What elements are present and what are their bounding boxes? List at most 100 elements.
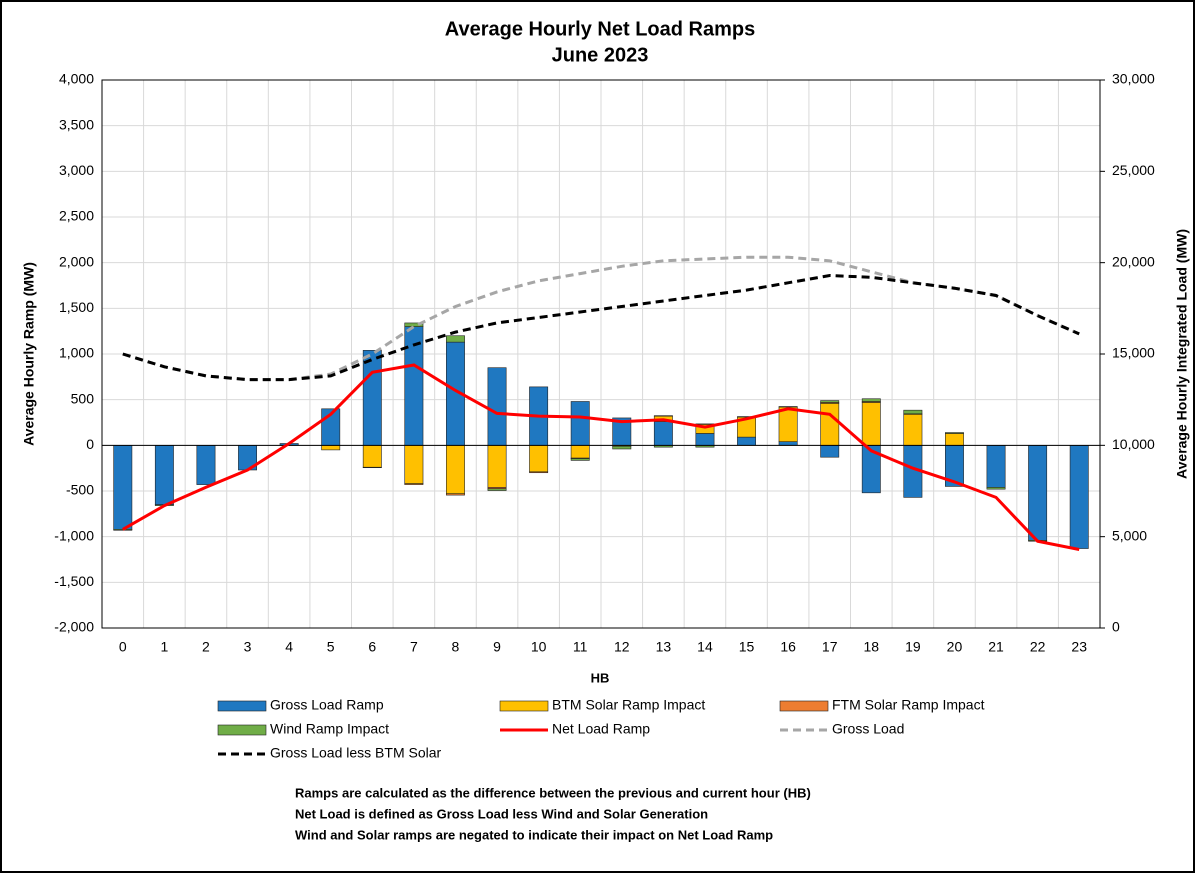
x-tick-label: 16 bbox=[780, 639, 796, 655]
x-tick-label: 18 bbox=[864, 639, 880, 655]
x-tick-label: 1 bbox=[160, 639, 168, 655]
bar bbox=[1069, 445, 1089, 549]
x-tick-label: 22 bbox=[1030, 639, 1046, 655]
bar bbox=[820, 445, 840, 458]
legend-label: Gross Load bbox=[832, 721, 904, 737]
bar bbox=[986, 445, 1006, 488]
bar bbox=[362, 350, 382, 446]
legend-swatch bbox=[217, 700, 267, 712]
bar bbox=[945, 432, 964, 434]
x-tick-label: 0 bbox=[119, 639, 127, 655]
bar bbox=[612, 445, 632, 450]
y-tick-label: 2,500 bbox=[59, 208, 94, 224]
y-tick-label: 2,000 bbox=[59, 253, 94, 269]
bar bbox=[861, 398, 881, 402]
y2-tick-label: 10,000 bbox=[1112, 436, 1155, 452]
x-axis-label: HB bbox=[591, 670, 610, 685]
y-tick-label: -1,000 bbox=[54, 527, 94, 543]
y-tick-label: 4,000 bbox=[59, 71, 94, 87]
x-tick-label: 9 bbox=[493, 639, 501, 655]
bar bbox=[1028, 445, 1048, 541]
x-tick-label: 12 bbox=[614, 639, 630, 655]
x-tick-label: 19 bbox=[905, 639, 921, 655]
bar bbox=[321, 445, 341, 451]
bar bbox=[820, 403, 840, 446]
bar bbox=[945, 433, 964, 446]
y2-axis-label: Average Hourly Integrated Load (MW) bbox=[1174, 229, 1190, 479]
line-series bbox=[122, 273, 1080, 382]
y-tick-label: -500 bbox=[66, 482, 94, 498]
y-tick-label: 3,500 bbox=[59, 116, 94, 132]
x-tick-label: 8 bbox=[452, 639, 460, 655]
legend-label: Wind Ramp Impact bbox=[270, 721, 389, 737]
bar bbox=[446, 335, 465, 343]
x-tick-label: 5 bbox=[327, 639, 335, 655]
bar bbox=[737, 436, 756, 446]
bar bbox=[903, 409, 923, 415]
chart-subtitle: June 2023 bbox=[552, 44, 649, 66]
bar bbox=[113, 529, 133, 531]
y2-tick-label: 20,000 bbox=[1112, 253, 1155, 269]
x-tick-label: 23 bbox=[1071, 639, 1087, 655]
legend-label: BTM Solar Ramp Impact bbox=[552, 697, 705, 713]
bar bbox=[404, 483, 424, 485]
y-tick-label: 500 bbox=[71, 390, 95, 406]
legend-swatch bbox=[499, 700, 549, 712]
x-tick-label: 10 bbox=[531, 639, 547, 655]
legend-label: Gross Load Ramp bbox=[270, 697, 384, 713]
bar bbox=[404, 445, 424, 484]
legend-swatch bbox=[779, 700, 829, 712]
legend-label: Gross Load less BTM Solar bbox=[270, 745, 442, 761]
x-tick-label: 3 bbox=[244, 639, 252, 655]
y-tick-label: -2,000 bbox=[54, 619, 94, 635]
bar bbox=[446, 445, 465, 495]
x-tick-label: 4 bbox=[285, 639, 293, 655]
note: Ramps are calculated as the difference b… bbox=[295, 785, 811, 800]
x-tick-label: 2 bbox=[202, 639, 210, 655]
bar bbox=[113, 445, 133, 530]
x-tick-label: 13 bbox=[656, 639, 672, 655]
bar bbox=[653, 421, 673, 446]
bar bbox=[529, 471, 549, 474]
bar bbox=[196, 445, 216, 485]
y-tick-label: -1,500 bbox=[54, 573, 94, 589]
bar bbox=[695, 433, 715, 446]
y2-tick-label: 25,000 bbox=[1112, 162, 1155, 178]
plot-frame bbox=[101, 79, 1101, 629]
y2-tick-label: 5,000 bbox=[1112, 527, 1147, 543]
y-tick-label: 1,500 bbox=[59, 299, 94, 315]
bar bbox=[820, 400, 840, 403]
legend-label: Net Load Ramp bbox=[552, 721, 650, 737]
bar bbox=[362, 445, 382, 468]
line-series bbox=[122, 363, 1080, 551]
bar bbox=[404, 322, 424, 327]
note: Net Load is defined as Gross Load less W… bbox=[295, 806, 708, 821]
bar bbox=[487, 367, 507, 446]
x-tick-label: 17 bbox=[822, 639, 838, 655]
bar bbox=[570, 458, 590, 461]
bar bbox=[861, 402, 881, 446]
y-tick-label: 1,000 bbox=[59, 345, 94, 361]
bar bbox=[487, 445, 507, 488]
bar bbox=[778, 406, 798, 442]
y-axis-label: Average Hourly Ramp (MW) bbox=[21, 262, 37, 446]
x-tick-label: 15 bbox=[739, 639, 755, 655]
x-tick-label: 6 bbox=[368, 639, 376, 655]
y2-tick-label: 30,000 bbox=[1112, 71, 1155, 87]
x-tick-label: 21 bbox=[988, 639, 1004, 655]
bar bbox=[903, 413, 923, 446]
bar bbox=[529, 445, 549, 473]
x-tick-label: 11 bbox=[573, 639, 588, 655]
bar bbox=[446, 493, 465, 496]
bar bbox=[778, 441, 798, 446]
bar bbox=[487, 488, 507, 491]
legend-label: FTM Solar Ramp Impact bbox=[832, 697, 985, 713]
y-tick-label: 3,000 bbox=[59, 162, 94, 178]
legend-swatch bbox=[217, 724, 267, 736]
bar bbox=[570, 401, 590, 446]
y2-tick-label: 15,000 bbox=[1112, 345, 1155, 361]
x-tick-label: 20 bbox=[947, 639, 963, 655]
y2-tick-label: 0 bbox=[1112, 619, 1120, 635]
